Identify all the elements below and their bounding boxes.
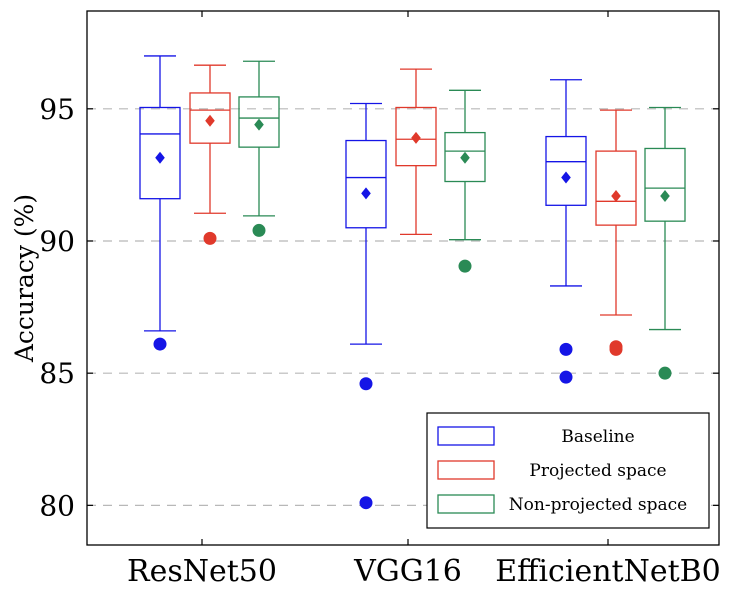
- category-label-EfficientNetB0: EfficientNetB0: [495, 554, 721, 589]
- mean-marker: [254, 118, 264, 131]
- box-Non-projected space-ResNet50: [238, 60, 280, 237]
- y-tick-label-80: 80: [39, 489, 75, 522]
- iqr-box: [644, 147, 686, 222]
- outlier-point: [252, 223, 266, 237]
- y-axis-label: Accuracy (%): [10, 194, 39, 363]
- legend-label-Baseline: Baseline: [561, 427, 634, 447]
- legend-swatch-Projected space: [437, 460, 495, 480]
- iqr-box: [444, 131, 486, 183]
- series-Baseline: [139, 55, 587, 510]
- outlier-point: [609, 342, 623, 356]
- y-tick-label-90: 90: [39, 225, 75, 258]
- outlier-point: [559, 342, 573, 356]
- x-axis-categories: ResNet50 VGG16 EfficientNetB0: [127, 11, 721, 589]
- series-Projected space: [189, 64, 637, 356]
- series-Non-projected space: [238, 60, 686, 380]
- box-Non-projected space-EfficientNetB0: [644, 106, 686, 380]
- y-axis-ticks: 80 85 90 95: [39, 93, 719, 522]
- iqr-box: [345, 139, 387, 229]
- mean-marker: [561, 171, 571, 184]
- iqr-box: [139, 106, 181, 200]
- outlier-point: [458, 259, 472, 273]
- mean-marker: [205, 114, 215, 127]
- legend-frame: [426, 412, 710, 529]
- legend-label-Projected space: Projected space: [529, 461, 666, 481]
- mean-marker: [155, 151, 165, 164]
- iqr-box: [395, 106, 437, 167]
- category-label-ResNet50: ResNet50: [127, 554, 277, 589]
- box-Projected space-VGG16: [395, 68, 437, 236]
- y-tick-label-95: 95: [39, 93, 75, 126]
- legend-swatch-Baseline: [437, 426, 495, 446]
- box-Non-projected space-VGG16: [444, 89, 486, 273]
- box-Baseline-VGG16: [345, 102, 387, 510]
- legend-label-Non-projected space: Non-projected space: [509, 495, 687, 515]
- legend: Baseline Projected space Non-projected spa…: [426, 412, 710, 529]
- mean-marker: [411, 131, 421, 144]
- box-Baseline-EfficientNetB0: [545, 79, 587, 384]
- category-label-VGG16: VGG16: [353, 554, 462, 589]
- iqr-box: [595, 150, 637, 226]
- mean-marker: [460, 151, 470, 164]
- iqr-box: [238, 96, 280, 148]
- box-series-layer: [139, 55, 686, 510]
- box-Projected space-ResNet50: [189, 64, 231, 245]
- outlier-point: [658, 366, 672, 380]
- outlier-point: [359, 496, 373, 510]
- outlier-point: [153, 337, 167, 351]
- box-Projected space-EfficientNetB0: [595, 109, 637, 356]
- outlier-point: [203, 231, 217, 245]
- outlier-point: [359, 377, 373, 391]
- legend-swatch-Non-projected space: [437, 494, 495, 514]
- mean-marker: [611, 190, 621, 203]
- iqr-box: [545, 135, 587, 206]
- box-Baseline-ResNet50: [139, 55, 181, 351]
- iqr-box: [189, 92, 231, 144]
- y-tick-label-85: 85: [39, 357, 75, 390]
- outlier-point: [559, 370, 573, 384]
- plot-frame: [86, 10, 720, 546]
- mean-marker: [660, 190, 670, 203]
- mean-marker: [361, 187, 371, 200]
